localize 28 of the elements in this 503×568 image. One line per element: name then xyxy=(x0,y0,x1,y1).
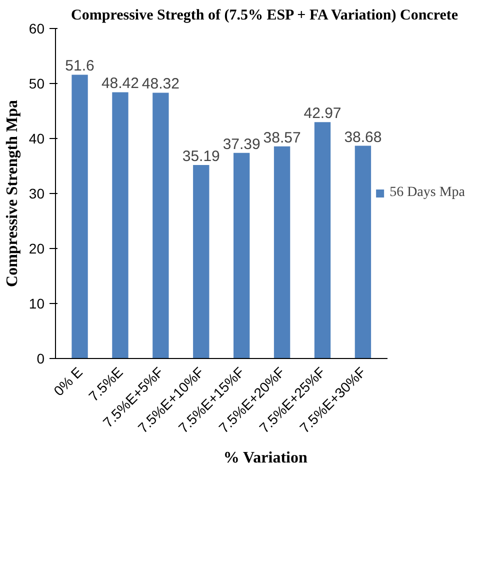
bar xyxy=(354,146,372,358)
y-tick-label: 20 xyxy=(28,240,45,256)
y-tick-label: 50 xyxy=(28,76,45,92)
bar xyxy=(112,92,128,358)
x-tick-label: 0% E xyxy=(50,364,86,399)
x-axis-title: % Variation xyxy=(223,450,308,467)
legend-label: 56 Days Mpa xyxy=(390,185,465,201)
bar xyxy=(152,92,169,358)
y-tick-label: 10 xyxy=(28,296,45,312)
data-label: 48.42 xyxy=(101,75,140,92)
data-label: 35.19 xyxy=(182,148,220,165)
data-label: 38.57 xyxy=(263,129,301,146)
bar xyxy=(274,146,290,358)
y-axis-title: Compressive Strength Mpa xyxy=(4,100,21,287)
data-label: 51.6 xyxy=(65,58,94,75)
data-label: 42.97 xyxy=(304,105,342,122)
chart-title: Compressive Stregth of (7.5% ESP + FA Variation) Concrete xyxy=(71,8,458,24)
bar xyxy=(72,74,88,358)
y-tick-label: 0 xyxy=(36,350,45,366)
bar xyxy=(314,122,331,358)
data-label: 38.68 xyxy=(344,128,382,146)
bar xyxy=(234,152,250,358)
bar xyxy=(193,164,210,358)
data-label: 37.39 xyxy=(222,136,260,153)
y-tick-label: 30 xyxy=(28,186,45,202)
data-label: 48.32 xyxy=(142,76,180,93)
y-tick-label: 60 xyxy=(28,20,45,36)
y-tick-label: 40 xyxy=(28,130,45,146)
